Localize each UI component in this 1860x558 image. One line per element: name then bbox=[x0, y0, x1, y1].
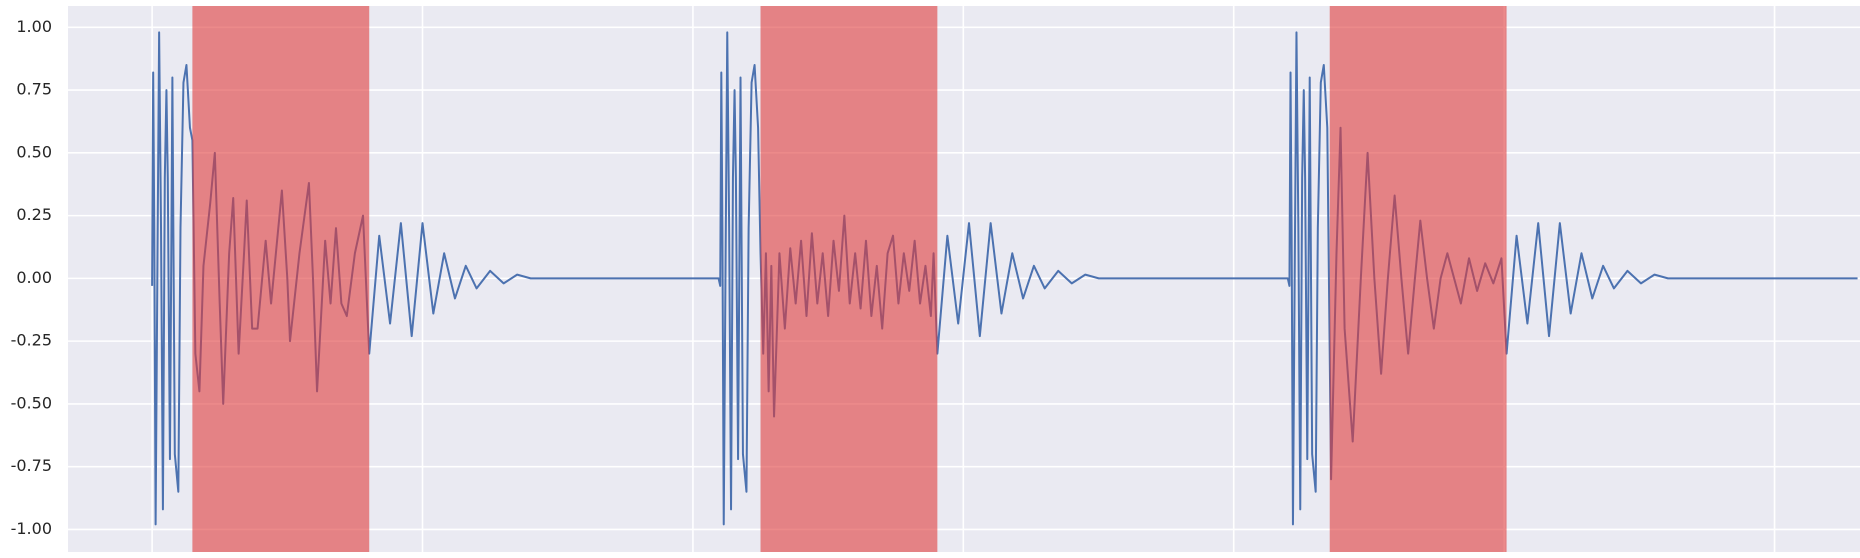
highlight-span bbox=[192, 6, 370, 552]
y-tick-label: 0.25 bbox=[16, 205, 52, 224]
y-tick-label: -1.00 bbox=[11, 519, 52, 538]
y-tick-label: -0.75 bbox=[11, 456, 52, 475]
highlight-span bbox=[760, 6, 938, 552]
highlight-span bbox=[1329, 6, 1507, 552]
y-tick-label: -0.50 bbox=[11, 393, 52, 412]
y-tick-label: 0.50 bbox=[16, 142, 52, 161]
y-tick-label: 1.00 bbox=[16, 17, 52, 36]
y-tick-label: 0.75 bbox=[16, 80, 52, 99]
y-tick-label: -0.25 bbox=[11, 331, 52, 350]
y-tick-label: 0.00 bbox=[16, 268, 52, 287]
